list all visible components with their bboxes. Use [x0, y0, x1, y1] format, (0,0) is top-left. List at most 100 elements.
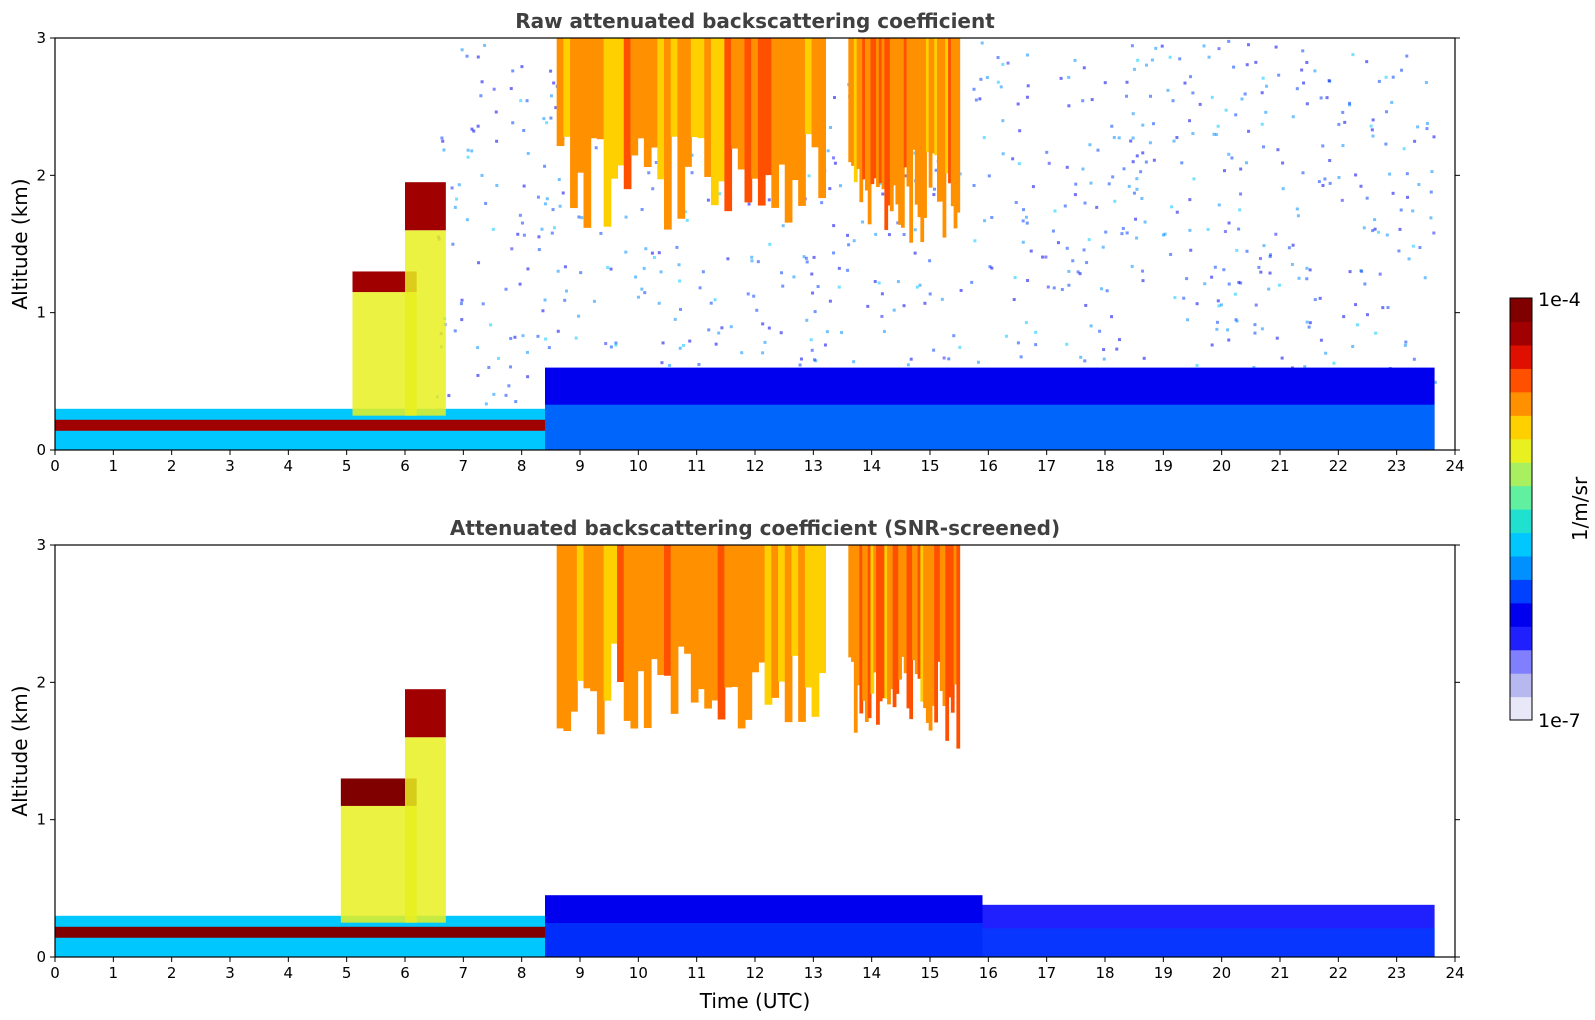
noise-speckle: [1110, 124, 1114, 128]
noise-speckle: [1152, 158, 1156, 162]
noise-speckle: [1245, 249, 1249, 253]
noise-speckle: [1227, 152, 1231, 156]
x-tick-label: 5: [342, 457, 352, 475]
noise-speckle: [1148, 94, 1152, 98]
noise-speckle: [1300, 68, 1304, 72]
noise-speckle: [1067, 75, 1071, 79]
noise-speckle: [476, 55, 480, 59]
noise-speckle: [847, 243, 851, 247]
noise-speckle: [1135, 177, 1139, 181]
noise-speckle: [1034, 343, 1038, 347]
noise-speckle: [1351, 344, 1355, 348]
noise-speckle: [750, 259, 754, 263]
noise-speckle: [1060, 288, 1064, 292]
cirrus-cloud: [556, 545, 826, 735]
noise-speckle: [896, 280, 900, 284]
noise-speckle: [480, 80, 484, 84]
noise-speckle: [558, 204, 562, 208]
noise-speckle: [537, 248, 541, 252]
noise-speckle: [904, 174, 908, 178]
cirrus-cloud: [848, 38, 961, 243]
noise-speckle: [579, 271, 583, 275]
noise-speckle: [1432, 135, 1436, 139]
noise-speckle: [1012, 298, 1016, 302]
noise-speckle: [1274, 45, 1278, 49]
noise-speckle: [652, 255, 656, 259]
noise-speckle: [959, 288, 963, 292]
noise-speckle: [1120, 232, 1124, 236]
panel-raw: Raw attenuated backscattering coefficien…: [8, 9, 1465, 475]
noise-speckle: [882, 329, 886, 333]
noise-speckle: [453, 329, 457, 333]
noise-speckle: [1258, 257, 1262, 261]
noise-speckle: [915, 285, 919, 289]
noise-speckle: [1046, 285, 1050, 289]
noise-speckle: [1132, 67, 1136, 71]
noise-speckle: [1262, 145, 1266, 149]
noise-speckle: [810, 348, 814, 352]
noise-speckle: [761, 351, 765, 355]
x-tick-label: 0: [50, 457, 60, 475]
colorbar-max-label: 1e-4: [1538, 289, 1581, 311]
surface-layer: [55, 915, 545, 957]
noise-speckle: [1026, 84, 1030, 88]
noise-speckle: [798, 363, 802, 367]
noise-speckle: [580, 216, 584, 220]
noise-speckle: [829, 125, 833, 129]
x-tick-label: 3: [225, 457, 235, 475]
noise-speckle: [489, 323, 493, 327]
noise-speckle: [484, 201, 488, 205]
noise-speckle: [913, 228, 917, 232]
noise-speckle: [1295, 207, 1299, 211]
noise-speckle: [565, 289, 569, 293]
noise-speckle: [1374, 331, 1378, 335]
noise-speckle: [896, 221, 900, 225]
noise-speckle: [1044, 255, 1048, 259]
noise-speckle: [1264, 110, 1268, 114]
panel-raw-x-ticks: 0 1 2 3 4 5 6 7 8 9 10 11 12 13 14 15 16 17 18 19 20 21 22 23 24: [50, 450, 1465, 475]
noise-speckle: [1402, 147, 1406, 151]
noise-speckle: [1188, 75, 1192, 79]
noise-speckle: [761, 322, 765, 326]
noise-speckle: [1082, 66, 1086, 70]
noise-speckle: [1082, 248, 1086, 252]
noise-speckle: [881, 192, 885, 196]
noise-speckle: [1239, 167, 1243, 171]
noise-speckle: [1254, 60, 1258, 64]
noise-speckle: [1140, 197, 1144, 201]
noise-speckle: [726, 257, 730, 261]
noise-speckle: [1051, 229, 1055, 233]
x-tick-label: 17: [1037, 457, 1056, 475]
noise-speckle: [525, 350, 529, 354]
noise-speckle: [1385, 233, 1389, 237]
noise-speckle: [604, 342, 608, 346]
noise-speckle: [1089, 324, 1093, 328]
noise-speckle: [1135, 154, 1139, 158]
noise-speckle: [942, 356, 946, 360]
noise-speckle: [1429, 216, 1433, 220]
noise-speckle: [958, 172, 962, 176]
noise-speckle: [1016, 102, 1020, 106]
boundary-layer: [982, 904, 1435, 957]
noise-speckle: [673, 317, 677, 321]
noise-speckle: [1016, 341, 1020, 345]
noise-speckle: [1381, 306, 1385, 310]
noise-speckle: [974, 98, 978, 102]
noise-speckle: [982, 136, 986, 140]
noise-speckle: [679, 307, 683, 311]
noise-speckle: [1281, 161, 1285, 165]
noise-speckle: [657, 251, 661, 255]
x-tick-label: 15: [920, 457, 939, 475]
noise-speckle: [1362, 226, 1366, 230]
noise-speckle: [1047, 161, 1051, 165]
panel-screened: Attenuated backscattering coefficient (S…: [8, 516, 1465, 1013]
panel-raw-title: Raw attenuated backscattering coefficien…: [515, 9, 995, 33]
x-tick-label: 11: [687, 964, 706, 982]
noise-speckle: [804, 256, 808, 260]
cloud-layer: [405, 689, 446, 923]
noise-speckle: [1063, 204, 1067, 208]
x-tick-label: 16: [979, 964, 998, 982]
noise-speckle: [1254, 303, 1258, 307]
colorbar-cell: [1510, 321, 1532, 346]
panel-screened-heatmap: [55, 545, 1435, 957]
